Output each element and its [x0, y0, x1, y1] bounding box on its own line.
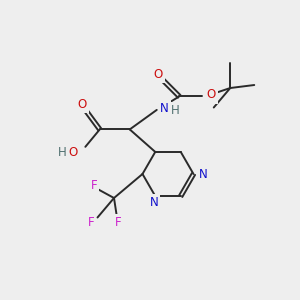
- Text: O: O: [207, 88, 216, 101]
- Text: F: F: [115, 216, 122, 230]
- Text: N: N: [160, 102, 169, 115]
- Text: H: H: [58, 146, 67, 159]
- Text: H: H: [171, 104, 180, 117]
- Text: O: O: [77, 98, 86, 111]
- Text: N: N: [199, 167, 208, 181]
- Text: O: O: [154, 68, 163, 81]
- Text: F: F: [88, 216, 94, 230]
- Text: N: N: [149, 196, 158, 209]
- Text: F: F: [91, 179, 97, 192]
- Text: O: O: [69, 146, 78, 159]
